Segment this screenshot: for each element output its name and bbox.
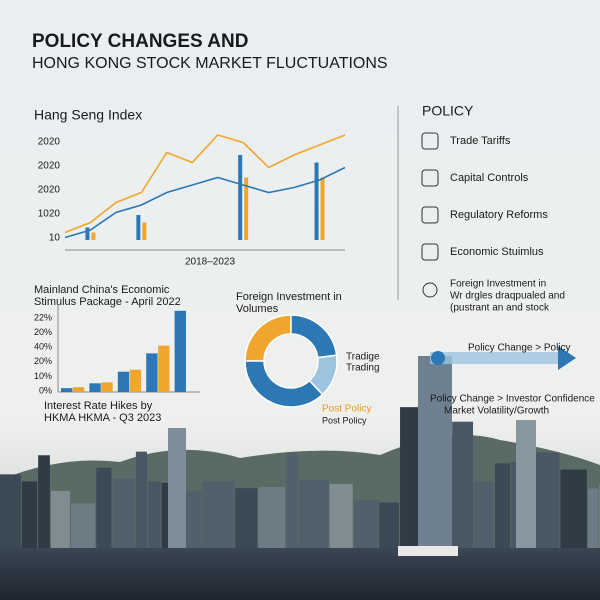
bar [320,177,325,240]
building [560,469,587,548]
building [0,474,21,548]
bar [72,387,85,392]
bar [61,388,73,392]
building [258,486,286,548]
bar [244,177,249,240]
line-series [64,134,346,234]
bar [117,371,130,392]
building [494,463,511,548]
icon [421,132,439,150]
bar [142,222,147,240]
building [21,481,38,548]
y-tick-label: 22% [34,312,52,322]
bar [136,215,141,240]
bar [238,155,243,240]
building [38,455,50,548]
y-tick-label: 2020 [38,137,61,148]
annotation: Post Policy [322,415,367,425]
chart-title: Volumes [236,303,279,315]
bar [101,382,113,392]
building [353,499,379,548]
building [235,488,258,548]
skyline [0,356,600,548]
building [147,481,161,548]
chart-title: Hang Seng Index [34,107,142,123]
building [96,467,112,548]
y-tick-label: 2020 [38,185,61,196]
building [70,503,96,548]
y-tick-label: 20% [34,356,52,366]
note: (pustrant an and stock [450,303,550,314]
annotation: Trading [346,363,380,374]
chart-title: Mainland China's Economic [34,284,170,296]
bar [85,227,90,240]
harbour [0,548,600,600]
donut-slice [244,360,324,408]
building [452,421,474,548]
bar [146,353,158,392]
y-tick-label: 1020 [38,209,61,220]
flow: Policy Change > Policy [468,343,571,354]
footnote: HKMA HKMA - Q3 2023 [44,412,161,424]
subtitle: HONG KONG STOCK MARKET FLUCTUATIONS [32,55,388,72]
building [299,479,329,548]
bar [91,232,96,240]
building [587,488,599,548]
y-tick-label: 2020 [38,161,61,172]
bar [89,383,101,392]
tower [516,420,536,548]
y-tick-label: 40% [34,342,52,352]
chart-title: Foreign Investment in [236,291,342,303]
y-tick-label: 0% [39,385,52,395]
icon [431,351,445,365]
building [329,483,353,548]
bar [314,162,319,240]
building [135,451,147,548]
icon [421,169,439,187]
building [202,481,235,548]
policy-list: Trade Tariffs Capital Controls Regulatory … [421,132,548,261]
flow-arrow [430,352,560,364]
policy-item: Trade Tariffs [450,135,511,147]
bar [129,369,142,392]
building [379,502,400,548]
y-tick-label: 10 [49,233,61,244]
bar [158,345,170,392]
line-series [64,166,346,239]
footnote: Interest Rate Hikes by [44,400,153,412]
x-axis-label: 2018–2023 [185,257,235,268]
icon [421,206,439,224]
policy-item: Economic Stuimlus [450,246,544,258]
bar [174,310,186,392]
building [286,452,299,548]
building [50,490,70,548]
icon [422,282,438,298]
flow: Market Volatility/Growth [444,406,549,417]
chart-title: Stimulus Package - April 2022 [34,296,181,308]
annotation: Post Policy [322,404,371,415]
policy-title: POLICY [422,103,474,119]
building [112,478,135,548]
annotation: Tradige [346,352,380,363]
flow: Policy Change > Investor Confidence [430,394,595,405]
policy-item: Regulatory Reforms [450,209,548,221]
icon [421,243,439,261]
note: Wr drgles draqpualed and [450,291,565,302]
tower [418,356,452,548]
flow-arrow-head [558,346,576,370]
building [400,407,420,548]
title: POLICY CHANGES AND [32,31,248,52]
y-tick-label: 10% [34,371,52,381]
ferry [398,546,458,556]
policy-item: Capital Controls [450,172,529,184]
note: Foreign Investment in [450,279,546,290]
building [474,481,494,548]
tower [168,428,186,548]
y-tick-label: 20% [34,327,52,337]
